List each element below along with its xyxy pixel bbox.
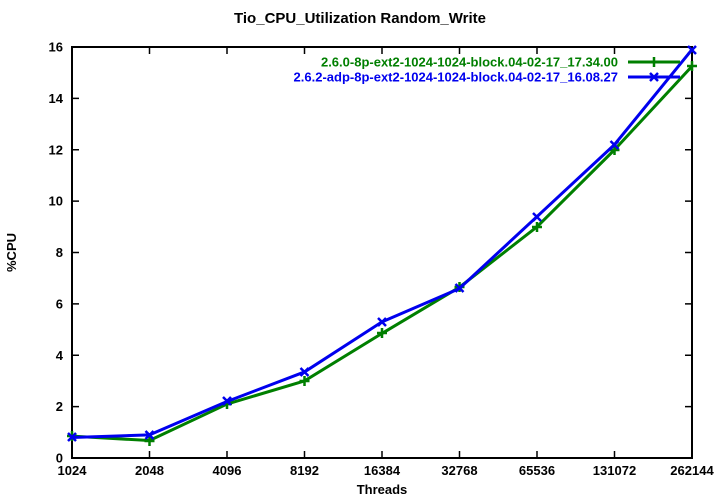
plot-border (71, 46, 693, 459)
x-tick-label: 16384 (364, 463, 401, 478)
y-tick-label: 12 (49, 142, 63, 157)
legend-label-1: 2.6.2-adp-8p-ext2-1024-1024-block.04-02-… (294, 70, 618, 85)
x-tick-label: 32768 (441, 463, 477, 478)
y-tick-label: 14 (49, 91, 64, 106)
x-tick-label: 65536 (519, 463, 555, 478)
chart-title: Tio_CPU_Utilization Random_Write (234, 10, 486, 27)
y-tick-label: 10 (49, 194, 63, 209)
x-tick-label: 2048 (135, 463, 164, 478)
x-tick-label: 8192 (290, 463, 319, 478)
y-tick-label: 4 (56, 348, 64, 363)
y-tick-label: 0 (56, 451, 63, 466)
x-tick-label: 262144 (670, 463, 714, 478)
x-tick-label: 1024 (58, 463, 88, 478)
legend-sample-marker-0 (649, 57, 659, 67)
series-line-0 (71, 65, 694, 443)
y-tick-label: 8 (56, 245, 63, 260)
y-tick-label: 6 (56, 296, 63, 311)
x-axis-label: Threads (357, 482, 408, 497)
x-tick-label: 4096 (213, 463, 242, 478)
series-line-1 (71, 48, 694, 439)
legend-sample-marker-1 (649, 72, 659, 82)
y-axis-label: %CPU (4, 233, 19, 272)
y-tick-label: 16 (49, 40, 63, 55)
y-tick-label: 2 (56, 399, 63, 414)
series-markers-0 (67, 61, 697, 446)
x-tick-label: 131072 (593, 463, 636, 478)
legend-label-0: 2.6.0-8p-ext2-1024-1024-block.04-02-17_1… (321, 55, 618, 70)
series-markers-1 (67, 45, 697, 442)
